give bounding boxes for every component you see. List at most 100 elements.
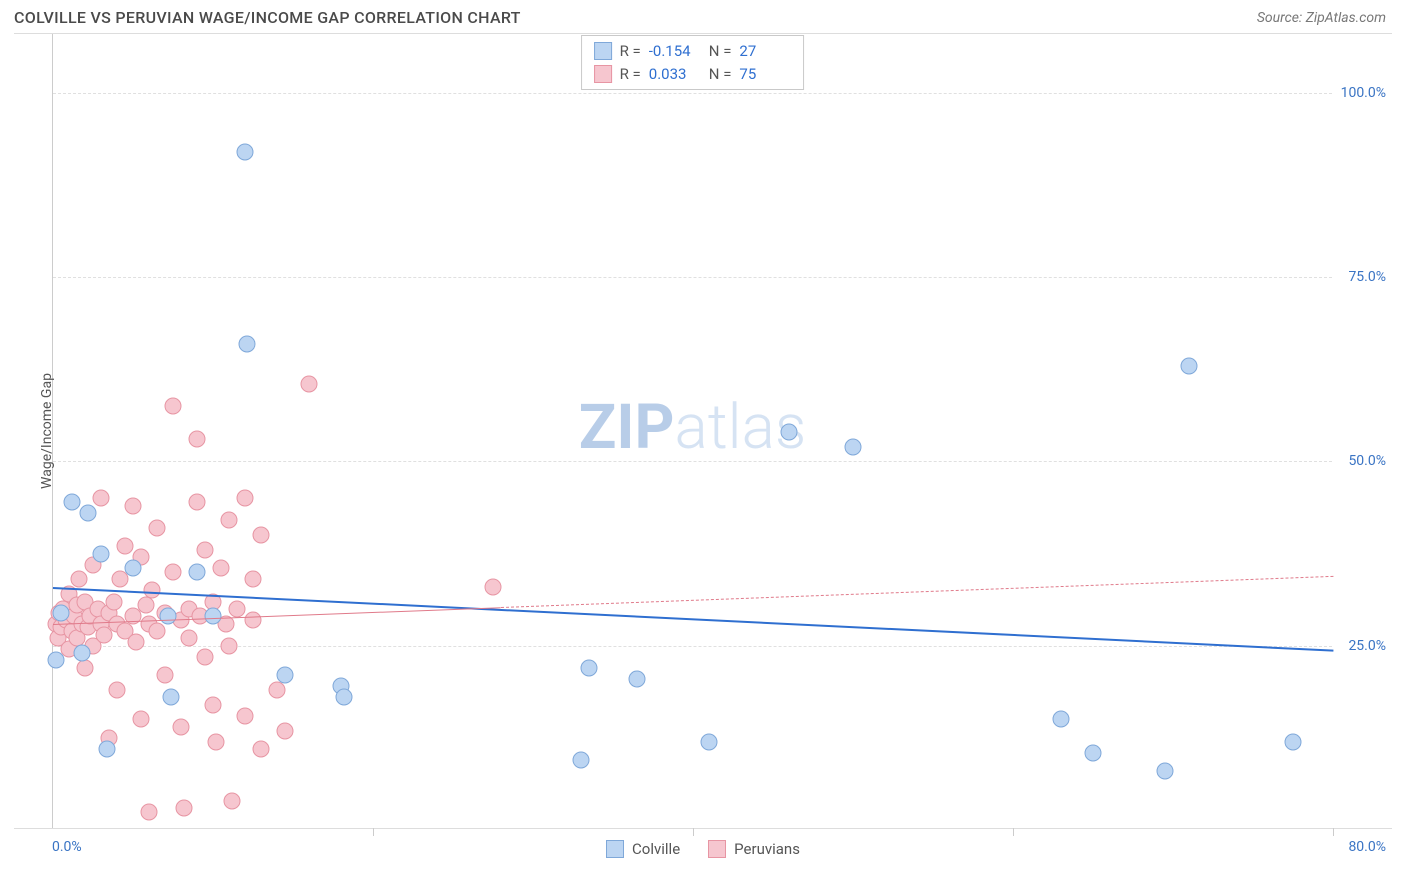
scatter-point	[1157, 763, 1174, 780]
scatter-point	[93, 490, 110, 507]
legend-swatch	[594, 65, 612, 83]
scatter-point	[581, 659, 598, 676]
scatter-point	[629, 670, 646, 687]
scatter-point	[181, 630, 198, 647]
scatter-point	[336, 689, 353, 706]
scatter-point	[269, 681, 286, 698]
x-axis-max-label: 80.0%	[1348, 839, 1386, 855]
gridline-horizontal	[53, 93, 1332, 94]
scatter-point	[144, 582, 161, 599]
x-axis-min-label: 0.0%	[52, 839, 82, 855]
y-axis-title: Wage/Income Gap	[39, 373, 55, 489]
scatter-point	[64, 494, 81, 511]
scatter-point	[99, 740, 116, 757]
stats-row: R =-0.154N =27	[594, 40, 792, 63]
scatter-point	[238, 335, 255, 352]
scatter-point	[253, 527, 270, 544]
chart-title: COLVILLE VS PERUVIAN WAGE/INCOME GAP COR…	[14, 8, 521, 27]
scatter-point	[245, 611, 262, 628]
legend-swatch	[594, 42, 612, 60]
scatter-point	[137, 597, 154, 614]
scatter-point	[229, 600, 246, 617]
scatter-point	[237, 143, 254, 160]
scatter-point	[77, 659, 94, 676]
scatter-point	[163, 689, 180, 706]
source-label: Source:	[1257, 10, 1306, 26]
scatter-point	[117, 538, 134, 555]
scatter-point	[205, 696, 222, 713]
scatter-point	[189, 494, 206, 511]
scatter-point	[221, 637, 238, 654]
scatter-point	[141, 803, 158, 820]
scatter-point	[277, 667, 294, 684]
stat-n-value: 27	[739, 40, 791, 63]
scatter-point	[149, 519, 166, 536]
scatter-point	[1181, 357, 1198, 374]
scatter-point	[48, 652, 65, 669]
scatter-point	[208, 733, 225, 750]
stat-r-label: R =	[620, 40, 641, 63]
source-attribution: Source: ZipAtlas.com	[1257, 10, 1386, 26]
chart-container: Wage/Income Gap ZIPatlas R = -0.154 N = 27 R…	[14, 33, 1392, 863]
scatter-point	[125, 497, 142, 514]
scatter-point	[301, 376, 318, 393]
legend-item: Peruvians	[708, 840, 800, 858]
scatter-point	[781, 424, 798, 441]
scatter-point	[485, 578, 502, 595]
scatter-point	[80, 505, 97, 522]
scatter-point	[128, 634, 145, 651]
scatter-point	[197, 541, 214, 558]
source-name: ZipAtlas.com	[1306, 10, 1386, 26]
scatter-point	[224, 792, 241, 809]
scatter-point	[133, 711, 150, 728]
stat-r-label: R =	[620, 63, 641, 86]
scatter-point	[53, 604, 70, 621]
scatter-point	[165, 398, 182, 415]
scatter-point	[573, 751, 590, 768]
scatter-point	[845, 438, 862, 455]
y-tick-label: 50.0%	[1348, 453, 1386, 469]
scatter-point	[165, 564, 182, 581]
scatter-point	[1085, 744, 1102, 761]
trendline	[501, 576, 1333, 608]
scatter-point	[160, 608, 177, 625]
scatter-point	[125, 560, 142, 577]
plot-area: Wage/Income Gap ZIPatlas R =-0.154N =27R…	[52, 34, 1332, 828]
scatter-point	[205, 608, 222, 625]
scatter-point	[1053, 711, 1070, 728]
scatter-point	[237, 490, 254, 507]
scatter-point	[277, 722, 294, 739]
gridline-horizontal	[53, 277, 1332, 278]
y-tick-label: 75.0%	[1348, 269, 1386, 285]
stat-n-value: 75	[739, 63, 791, 86]
scatter-point	[213, 560, 230, 577]
legend-swatch	[708, 840, 726, 858]
scatter-point	[73, 645, 90, 662]
stat-n-label: N =	[709, 63, 732, 86]
scatter-point	[1285, 733, 1302, 750]
scatter-point	[70, 571, 87, 588]
scatter-point	[253, 740, 270, 757]
stats-row: R =0.033N =75	[594, 63, 792, 86]
scatter-point	[701, 733, 718, 750]
stat-r-value: -0.154	[649, 40, 701, 63]
legend-label: Peruvians	[734, 840, 800, 858]
y-tick-label: 100.0%	[1341, 85, 1386, 101]
correlation-stats-box: R =-0.154N =27R =0.033N =75	[581, 35, 805, 90]
scatter-point	[105, 593, 122, 610]
legend-label: Colville	[632, 840, 680, 858]
scatter-point	[189, 431, 206, 448]
scatter-point	[149, 623, 166, 640]
scatter-point	[157, 667, 174, 684]
legend-item: Colville	[606, 840, 680, 858]
scatter-point	[197, 648, 214, 665]
plot-holder: Wage/Income Gap ZIPatlas R = -0.154 N = 27 R…	[14, 33, 1392, 829]
scatter-point	[109, 681, 126, 698]
gridline-horizontal	[53, 646, 1332, 647]
gridline-horizontal	[53, 461, 1332, 462]
scatter-point	[189, 564, 206, 581]
scatter-point	[93, 545, 110, 562]
bottom-legend: 0.0% 80.0% Colville Peruvians	[14, 829, 1392, 863]
y-tick-label: 25.0%	[1348, 638, 1386, 654]
watermark: ZIPatlas	[579, 391, 807, 464]
